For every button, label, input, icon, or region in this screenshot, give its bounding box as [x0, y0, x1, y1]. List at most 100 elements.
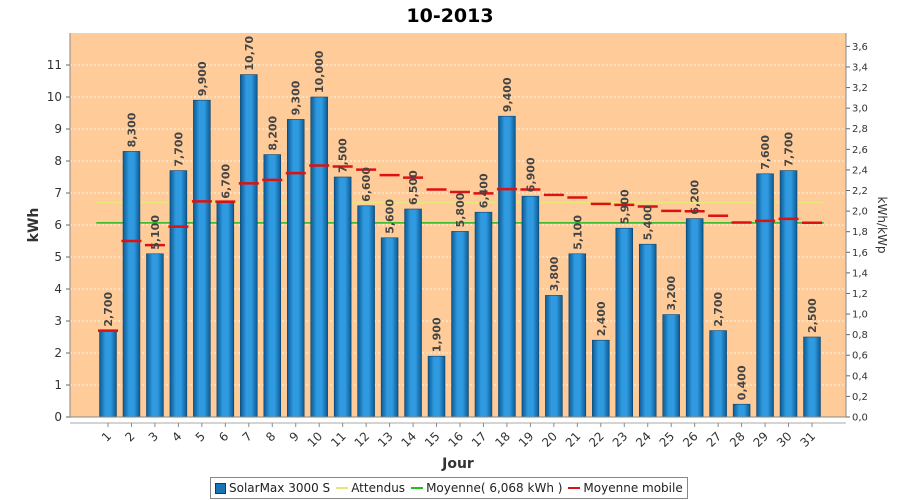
bar-21 — [568, 253, 587, 418]
x-tick-label-6: 6 — [216, 429, 231, 444]
x-tick-label-19: 19 — [516, 429, 537, 450]
x-tick-label-29: 29 — [750, 429, 771, 450]
x-tick-label-20: 20 — [539, 429, 560, 450]
y-tick-label-2: 2 — [54, 346, 62, 360]
bar-label-22: 2,400 — [595, 301, 608, 336]
x-tick-label-12: 12 — [352, 429, 373, 450]
legend-label-moving-average: Moyenne mobile — [583, 481, 683, 495]
bar-3 — [146, 253, 164, 418]
bar-14 — [404, 208, 422, 418]
bar-label-21: 5,100 — [571, 215, 584, 250]
x-tick-label-17: 17 — [469, 429, 490, 450]
bar-18 — [498, 115, 516, 418]
x-tick-label-16: 16 — [445, 429, 466, 450]
bar-label-10: 10,000 — [313, 50, 326, 93]
bar-label-16: 5,800 — [454, 192, 467, 227]
y2-tick-label-16: 3,2 — [852, 83, 868, 94]
y2-tick-label-10: 2,0 — [852, 207, 868, 218]
bar-label-3: 5,100 — [149, 215, 162, 250]
bar-26 — [685, 218, 704, 418]
x-tick-label-1: 1 — [99, 429, 114, 444]
legend-swatch-expected — [336, 487, 349, 489]
bar-8 — [263, 154, 282, 418]
bar-label-27: 2,700 — [712, 291, 725, 326]
bar-11 — [333, 176, 352, 418]
y2-tick-label-6: 1,2 — [852, 289, 868, 300]
y-tick-label-10: 10 — [47, 90, 62, 104]
x-tick-label-25: 25 — [657, 429, 678, 450]
bar-label-12: 6,600 — [360, 167, 373, 202]
bar-1 — [99, 330, 117, 418]
bar-label-13: 5,600 — [384, 199, 397, 234]
x-tick-label-8: 8 — [263, 429, 278, 444]
x-tick-label-18: 18 — [492, 429, 513, 450]
y2-tick-label-0: 0,0 — [852, 413, 868, 424]
x-tick-label-2: 2 — [122, 429, 137, 444]
y2-axis-label: kWh/kWp — [875, 197, 889, 254]
x-tick-label-22: 22 — [586, 429, 607, 450]
bar-5 — [193, 99, 211, 418]
bar-label-23: 5,900 — [618, 189, 631, 224]
bar-22 — [592, 339, 610, 418]
y-tick-label-9: 9 — [54, 122, 62, 136]
x-tick-label-10: 10 — [305, 429, 326, 450]
y-axis-label: kWh — [26, 208, 42, 243]
bar-label-6: 6,700 — [219, 163, 232, 198]
y-tick-label-0: 0 — [54, 410, 62, 424]
moving-average-marks — [98, 164, 822, 332]
legend-item-average: Moyenne( 6,068 kWh ) — [411, 481, 562, 495]
x-tick-label-28: 28 — [727, 429, 748, 450]
bar-10 — [310, 96, 328, 418]
y2-tick-label-13: 2,6 — [852, 145, 868, 156]
data-labels: 2,700 8,300 5,100 7,700 9,900 6,700 10,70 8,200… — [102, 35, 819, 400]
legend-swatch-production — [215, 482, 226, 494]
bar-label-31: 2,500 — [806, 298, 819, 333]
bar-24 — [638, 243, 657, 418]
bar-label-11: 7,500 — [337, 138, 350, 173]
y-tick-label-11: 11 — [47, 58, 62, 72]
bar-label-1: 2,700 — [102, 291, 115, 326]
bar-label-26: 6,200 — [689, 179, 702, 214]
y2-tick-label-1: 0,2 — [852, 392, 868, 403]
y-tick-label-3: 3 — [54, 314, 62, 328]
bar-label-5: 9,900 — [196, 61, 209, 96]
x-tick-label-7: 7 — [240, 429, 255, 444]
bar-25 — [662, 314, 680, 418]
x-tick-label-4: 4 — [169, 429, 184, 444]
bar-label-14: 6,500 — [407, 170, 420, 205]
x-tick-label-15: 15 — [422, 429, 443, 450]
y-tick-label-6: 6 — [54, 218, 62, 232]
x-axis-label: Jour — [441, 456, 474, 472]
bar-2 — [122, 151, 141, 418]
bar-6 — [216, 202, 235, 418]
bar-28 — [732, 403, 751, 418]
bar-label-20: 3,800 — [548, 256, 561, 291]
legend: SolarMax 3000 S Attendus Moyenne( 6,068 … — [210, 477, 688, 499]
bar-label-7: 10,70 — [243, 35, 256, 70]
bars — [99, 74, 821, 418]
legend-item-moving-average: Moyenne mobile — [568, 481, 683, 495]
y2-tick-label-4: 0,8 — [852, 330, 868, 341]
bar-label-15: 1,900 — [431, 317, 444, 352]
bar-4 — [169, 170, 188, 418]
y2-tick-label-14: 2,8 — [852, 124, 868, 135]
bar-20 — [545, 295, 563, 418]
y2-tick-label-12: 2,4 — [852, 165, 868, 176]
x-tick-label-11: 11 — [328, 429, 349, 450]
y2-tick-label-11: 2,2 — [852, 186, 868, 197]
x-tick-label-23: 23 — [610, 429, 631, 450]
y-tick-label-4: 4 — [54, 282, 62, 296]
bar-label-29: 7,600 — [759, 135, 772, 170]
bar-19 — [521, 195, 540, 418]
bar-label-8: 8,200 — [266, 115, 279, 150]
bar-23 — [615, 227, 634, 418]
y2-tick-label-8: 1,6 — [852, 248, 868, 259]
x-tick-label-24: 24 — [633, 429, 654, 450]
x-tick-label-13: 13 — [375, 429, 396, 450]
bar-16 — [451, 231, 469, 418]
x-tick-label-30: 30 — [774, 429, 795, 450]
bar-13 — [380, 237, 399, 418]
bar-label-9: 9,300 — [290, 80, 303, 115]
axes: 012345678910110,00,20,40,60,81,01,21,41,… — [47, 33, 868, 450]
bar-30 — [779, 170, 798, 418]
